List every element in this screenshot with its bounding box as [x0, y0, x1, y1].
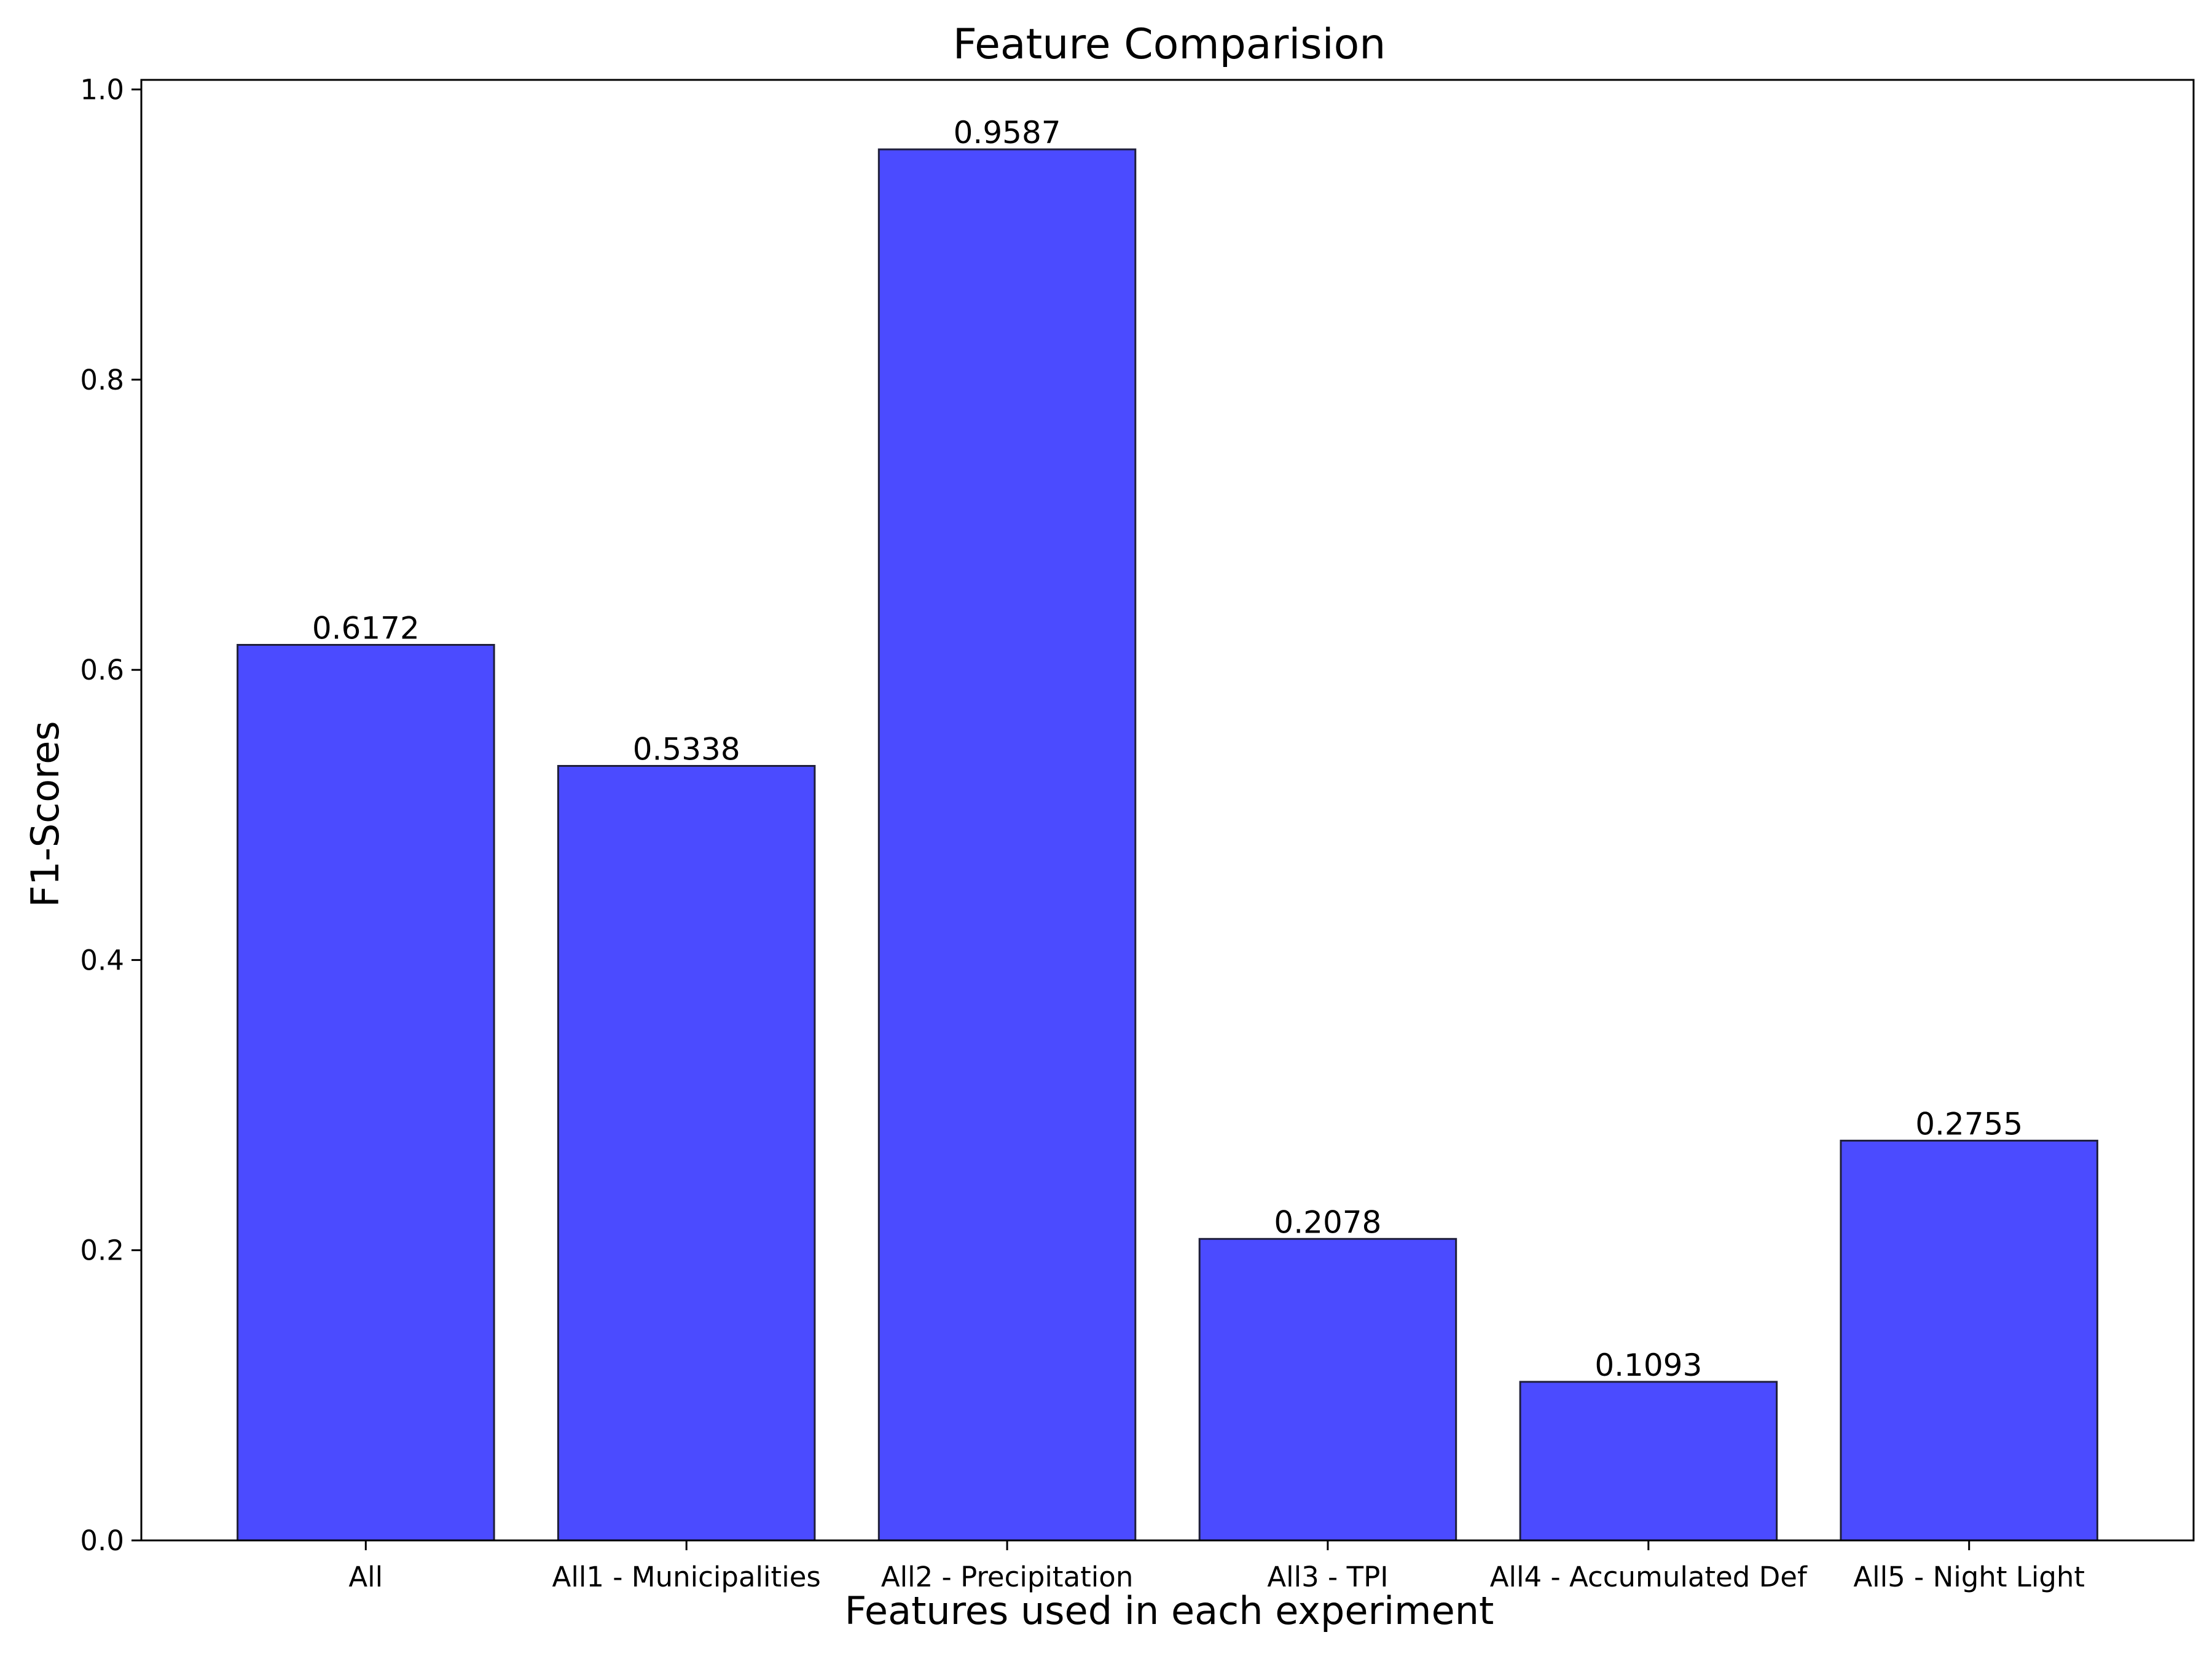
plot-area: 0.6172 All 0.5338 All1 - Municipalities 0.95…: [80, 74, 2195, 1593]
bar-value-label: 0.6172: [312, 611, 420, 646]
x-tick-label: All4 - Accumulated Def: [1490, 1561, 1808, 1593]
x-tick-label: All1 - Municipalities: [552, 1561, 821, 1593]
bar-value-label: 0.1093: [1594, 1347, 1702, 1383]
bar-value-label: 0.2755: [1915, 1106, 2023, 1142]
x-tick-label: All2 - Precipitation: [881, 1561, 1134, 1593]
bar: [1840, 1139, 2098, 1542]
x-tick-label: All5 - Night Light: [1853, 1561, 2085, 1593]
bar: [237, 644, 495, 1542]
bar-value-label: 0.5338: [633, 732, 740, 767]
y-tick-label: 0.4: [80, 944, 124, 976]
bar: [557, 765, 816, 1542]
y-tick-label: 0.8: [80, 364, 124, 396]
x-tick-label: All3 - TPI: [1267, 1561, 1388, 1593]
axes-frame: [140, 79, 2195, 1542]
bar: [1198, 1237, 1457, 1542]
y-axis-label: F1-Scores: [23, 721, 68, 907]
bar: [877, 148, 1137, 1542]
y-tick-label: 0.6: [80, 654, 124, 686]
bar-value-label: 0.2078: [1274, 1204, 1381, 1240]
bar: [1519, 1381, 1778, 1542]
y-tick-label: 0.0: [80, 1524, 124, 1557]
y-tick-label: 0.2: [80, 1234, 124, 1267]
x-tick-label: All: [348, 1561, 383, 1593]
x-axis-label: Features used in each experiment: [845, 1588, 1494, 1633]
y-tick-label: 1.0: [80, 74, 124, 106]
bar-value-label: 0.9587: [954, 115, 1061, 151]
chart-title: Feature Comparision: [953, 20, 1386, 69]
